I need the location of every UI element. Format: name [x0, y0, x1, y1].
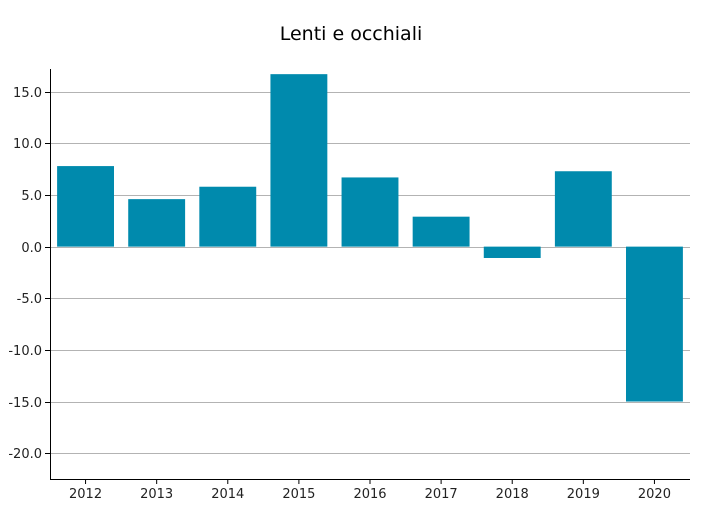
bar-2017 [412, 216, 470, 247]
bar-2014 [199, 186, 257, 247]
y-tick-label: 0.0 [21, 241, 42, 256]
bar-2015 [270, 74, 328, 247]
bar-2016 [341, 177, 399, 247]
grid-lines [50, 92, 690, 454]
y-tick-label: -20.0 [8, 447, 42, 462]
x-tick-label: 2013 [140, 487, 173, 502]
axes [50, 69, 690, 480]
y-tick-label: 15.0 [13, 86, 42, 101]
y-tick-label: 10.0 [13, 137, 42, 152]
y-tick-label: -15.0 [8, 396, 42, 411]
y-tick-label: 5.0 [21, 189, 42, 204]
chart-title: Lenti e occhiali [280, 23, 423, 45]
bar-2012 [57, 166, 114, 247]
x-tick-label: 2016 [353, 487, 386, 502]
x-axis-ticks: 2012 2013 2014 2015 2016 2017 2018 2019 2020 [69, 479, 671, 502]
x-tick-label: 2017 [425, 487, 458, 502]
x-tick-label: 2015 [282, 487, 315, 502]
bar-2018 [483, 246, 541, 258]
x-tick-label: 2020 [638, 487, 671, 502]
x-tick-label: 2014 [211, 487, 244, 502]
bar-2020 [626, 246, 683, 402]
bar-2013 [128, 199, 186, 247]
y-axis-ticks: 15.0 10.0 5.0 0.0 -5.0 -10.0 -15.0 -20.0 [8, 86, 50, 462]
x-tick-label: 2018 [496, 487, 529, 502]
y-tick-label: -5.0 [17, 292, 42, 307]
y-tick-label: -10.0 [8, 344, 42, 359]
bars [57, 74, 683, 402]
bar-2019 [554, 171, 612, 247]
x-tick-label: 2012 [69, 487, 102, 502]
x-tick-label: 2019 [567, 487, 600, 502]
